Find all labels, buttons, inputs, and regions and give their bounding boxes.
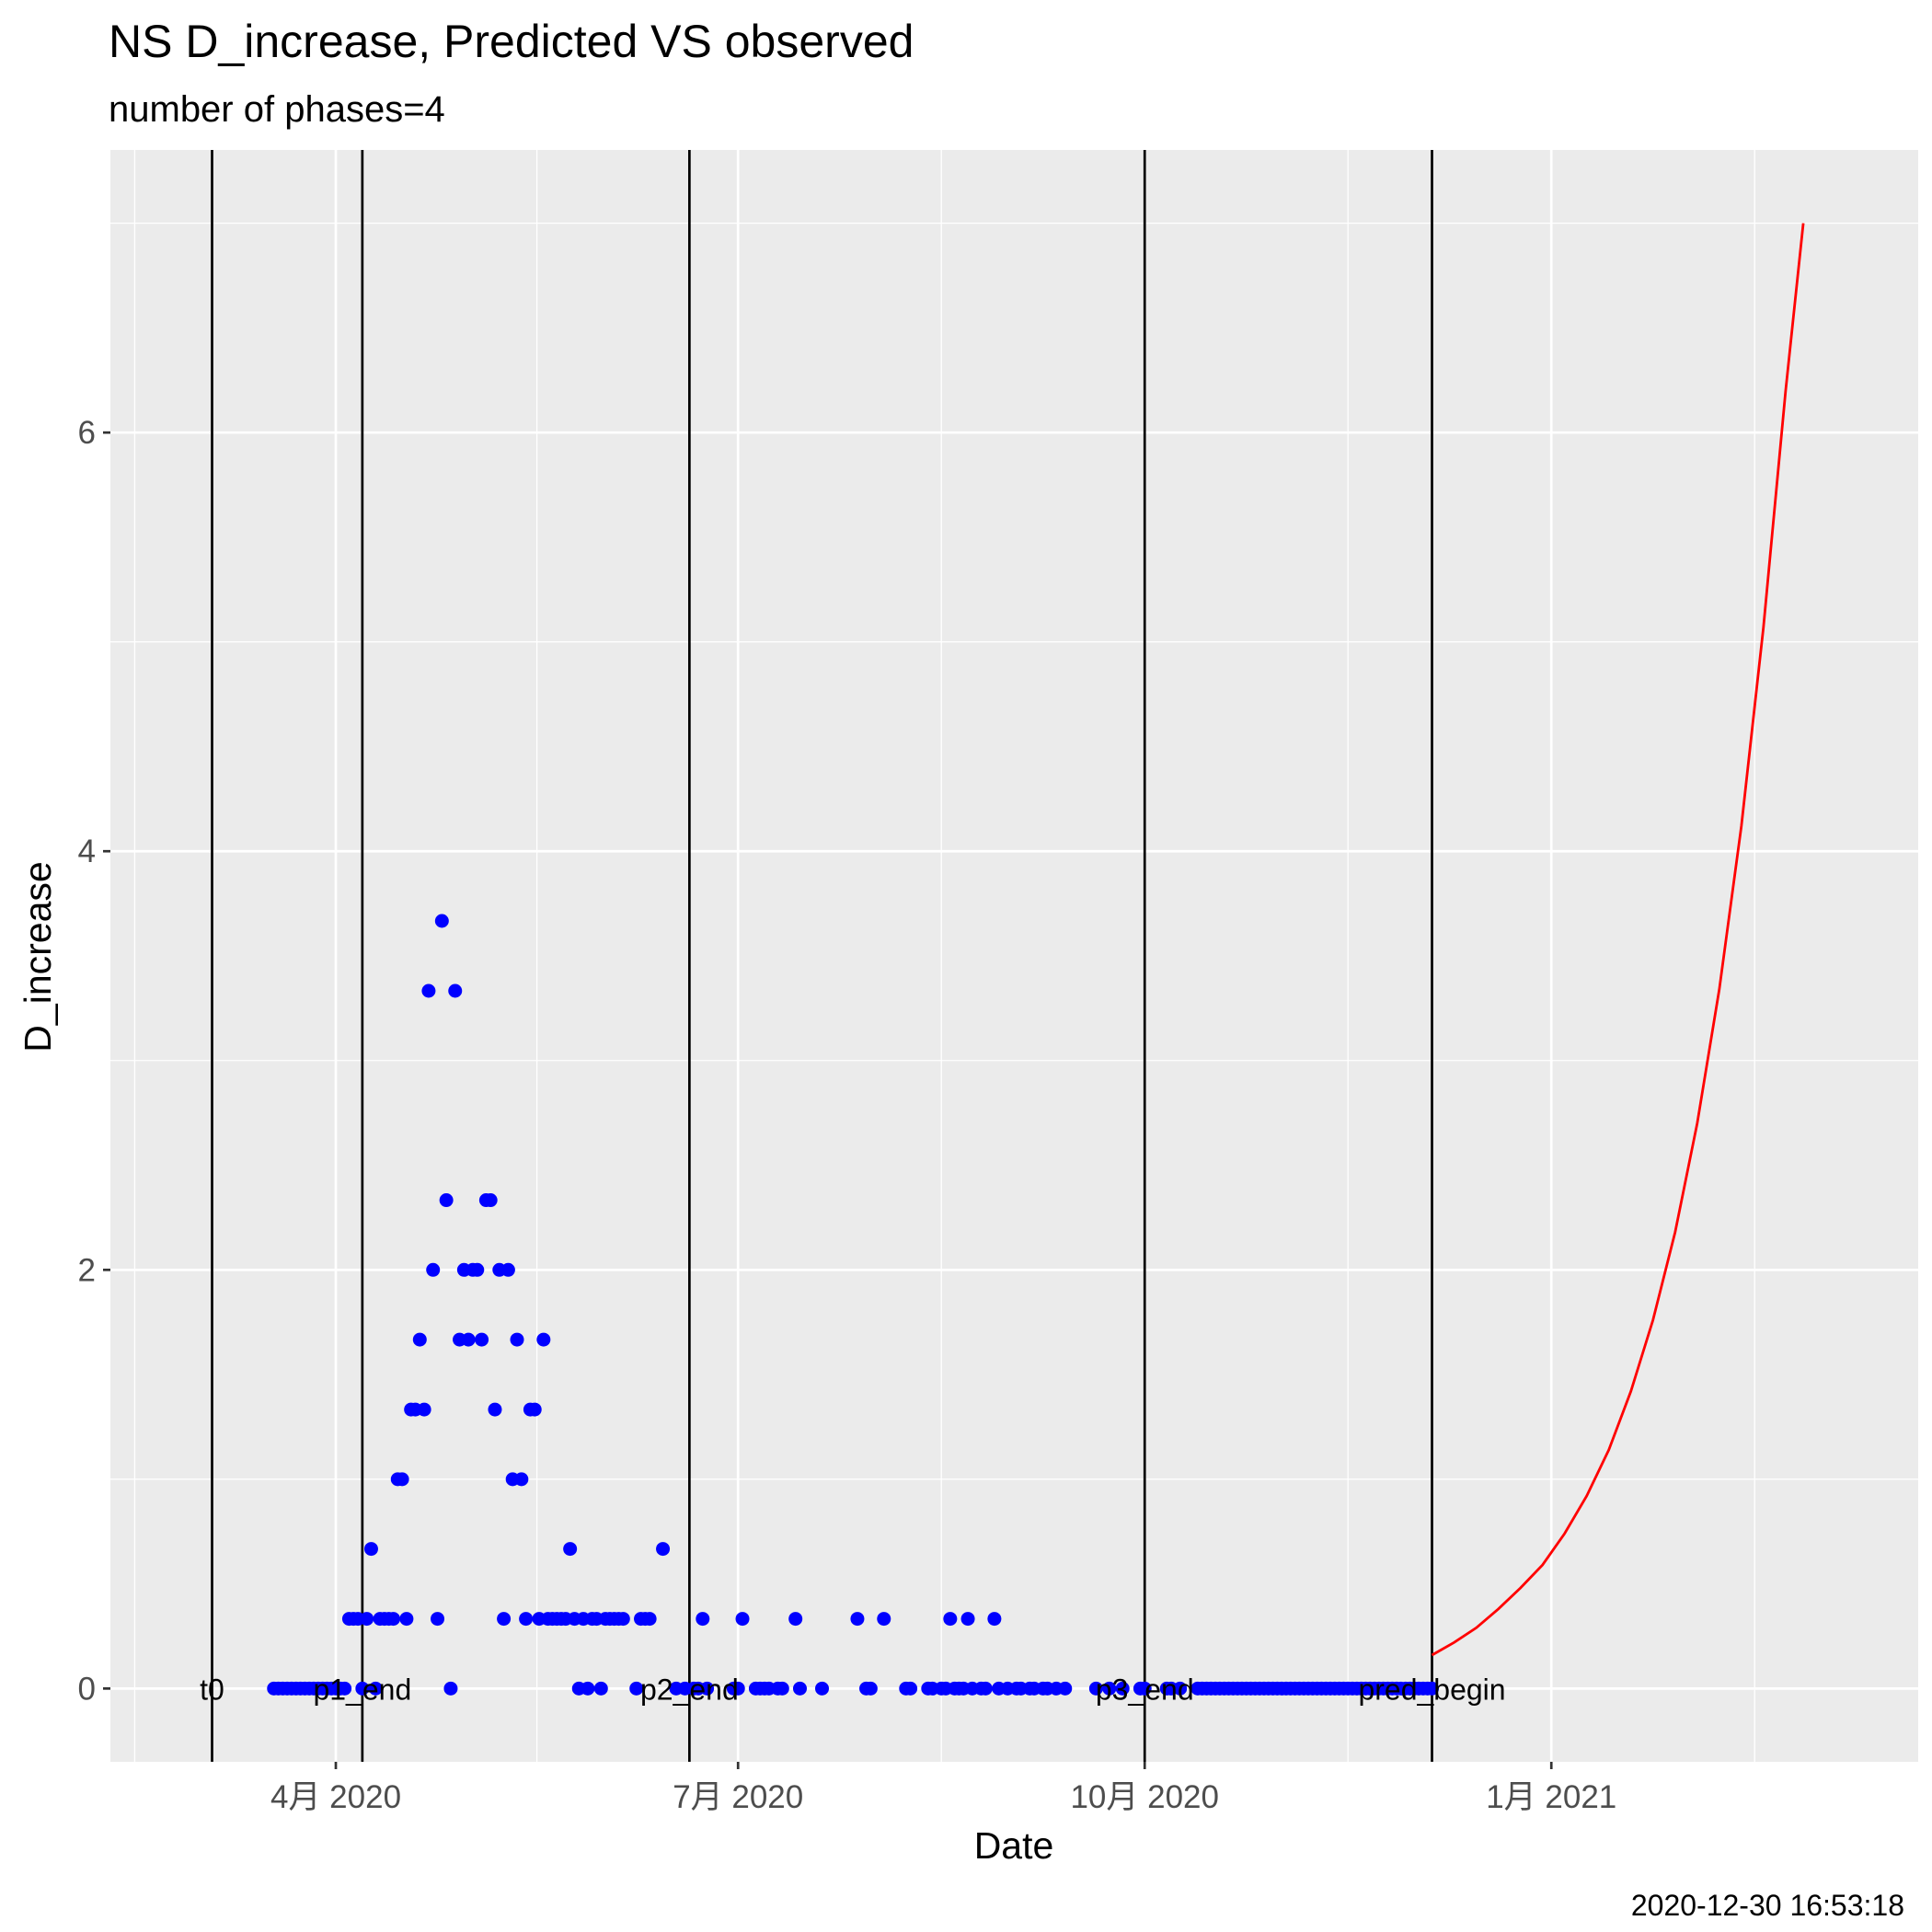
data-point (563, 1542, 578, 1557)
chart-subtitle: number of phases=4 (109, 89, 445, 130)
data-point (1173, 1681, 1188, 1696)
data-point (792, 1681, 807, 1696)
data-point (514, 1472, 529, 1487)
y-tick-label: 4 (78, 834, 96, 869)
phase-labels: t0 p1_end p2_end p3_end pred_begin (200, 1673, 1505, 1706)
data-point (399, 1612, 414, 1627)
data-point (1137, 1681, 1152, 1696)
phase-label: p2_end (640, 1673, 739, 1706)
data-point (434, 914, 449, 928)
data-point (850, 1612, 865, 1627)
observed-points (267, 914, 1440, 1696)
data-point (461, 1332, 476, 1347)
data-point (412, 1332, 427, 1347)
data-point (943, 1612, 958, 1627)
data-point (775, 1681, 789, 1696)
data-point (448, 983, 463, 998)
phase-label: p1_end (313, 1673, 411, 1706)
data-point (863, 1681, 878, 1696)
data-point (527, 1402, 542, 1417)
x-tick-label: 1月 2021 (1486, 1779, 1616, 1815)
data-point (815, 1681, 830, 1696)
phase-label: p3_end (1096, 1673, 1194, 1706)
data-point (338, 1681, 352, 1696)
y-tick-label: 0 (78, 1671, 96, 1707)
data-point (500, 1262, 515, 1277)
x-axis-title: Date (974, 1824, 1054, 1867)
x-tick-label: 4月 2020 (270, 1779, 401, 1815)
data-point (656, 1542, 671, 1557)
data-point (593, 1681, 608, 1696)
data-point (360, 1612, 374, 1627)
data-point (696, 1612, 710, 1627)
data-point (960, 1612, 975, 1627)
data-point (700, 1681, 715, 1696)
data-point (581, 1681, 595, 1696)
data-point (1102, 1681, 1117, 1696)
y-tick-label: 6 (78, 415, 96, 451)
data-point (395, 1472, 409, 1487)
data-point (368, 1681, 383, 1696)
data-point (1058, 1681, 1073, 1696)
chart-title: NS D_increase, Predicted VS observed (109, 16, 914, 67)
data-point (470, 1262, 485, 1277)
data-point (439, 1193, 454, 1208)
data-point (385, 1612, 400, 1627)
data-point (987, 1612, 1002, 1627)
y-axis-title: D_increase (17, 861, 59, 1052)
data-point (1425, 1681, 1440, 1696)
data-point (475, 1332, 489, 1347)
data-point (497, 1612, 512, 1627)
grid-minor (110, 150, 1918, 1762)
data-point (735, 1612, 750, 1627)
data-point (363, 1542, 378, 1557)
phase-label: t0 (200, 1673, 224, 1706)
data-point (483, 1193, 498, 1208)
data-point (421, 983, 436, 998)
data-point (788, 1612, 803, 1627)
predicted-line (1431, 223, 1805, 1657)
grid-major (110, 150, 1918, 1762)
x-tick-label: 10月 2020 (1070, 1779, 1219, 1815)
data-point (443, 1681, 458, 1696)
x-tick-label: 7月 2020 (673, 1779, 803, 1815)
data-point (629, 1681, 644, 1696)
plot-panel (110, 150, 1918, 1762)
data-point (519, 1612, 534, 1627)
data-point (417, 1402, 431, 1417)
y-tick-label: 2 (78, 1252, 96, 1288)
phase-lines (211, 150, 1433, 1762)
data-point (1088, 1681, 1103, 1696)
data-point (426, 1262, 441, 1277)
prediction-line (1431, 223, 1805, 1657)
data-point (536, 1332, 551, 1347)
data-point (1115, 1681, 1130, 1696)
data-point (615, 1612, 630, 1627)
data-point (510, 1332, 524, 1347)
data-point (355, 1681, 370, 1696)
phase-label: pred_begin (1358, 1673, 1505, 1706)
chart-caption: 2020-12-30 16:53:18 (1631, 1889, 1904, 1922)
data-point (488, 1402, 502, 1417)
data-point (431, 1612, 445, 1627)
data-point (978, 1681, 993, 1696)
y-axis: 0 2 4 6 (78, 415, 110, 1707)
x-axis: 4月 2020 7月 2020 10月 2020 1月 2021 (270, 1762, 1616, 1815)
data-point (642, 1612, 657, 1627)
data-point (730, 1681, 745, 1696)
data-point (903, 1681, 918, 1696)
data-point (877, 1612, 891, 1627)
